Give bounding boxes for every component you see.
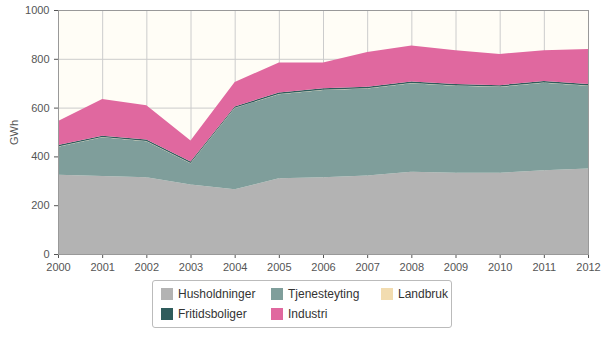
svg-text:2003: 2003: [179, 261, 203, 273]
html-text:Industri: Industri: [288, 307, 328, 321]
svg-text:2008: 2008: [400, 261, 424, 273]
svg-text:200: 200: [31, 199, 49, 211]
svg-text:2009: 2009: [444, 261, 468, 273]
svg-text:2000: 2000: [46, 261, 70, 273]
svg-text:800: 800: [31, 53, 49, 65]
svg-text:GWh: GWh: [8, 120, 20, 145]
html-text:Fritidsboliger: Fritidsboliger: [178, 307, 247, 321]
svg-text:2010: 2010: [488, 261, 512, 273]
svg-text:0: 0: [43, 248, 49, 260]
svg-text:2002: 2002: [135, 261, 159, 273]
svg-text:2001: 2001: [90, 261, 114, 273]
svg-text:2006: 2006: [311, 261, 335, 273]
svg-text:2011: 2011: [533, 261, 557, 273]
svg-text:2004: 2004: [223, 261, 247, 273]
html-text:Tjenesteyting: Tjenesteyting: [288, 287, 360, 301]
svg-text:400: 400: [31, 150, 49, 162]
svg-text:2005: 2005: [267, 261, 291, 273]
html-text:Landbruk: Landbruk: [398, 287, 448, 301]
svg-text:2007: 2007: [355, 261, 379, 273]
svg-text:2012: 2012: [576, 261, 600, 273]
svg-text:600: 600: [31, 102, 49, 114]
html-text:Husholdninger: Husholdninger: [178, 287, 256, 301]
svg-text:1000: 1000: [25, 4, 49, 16]
